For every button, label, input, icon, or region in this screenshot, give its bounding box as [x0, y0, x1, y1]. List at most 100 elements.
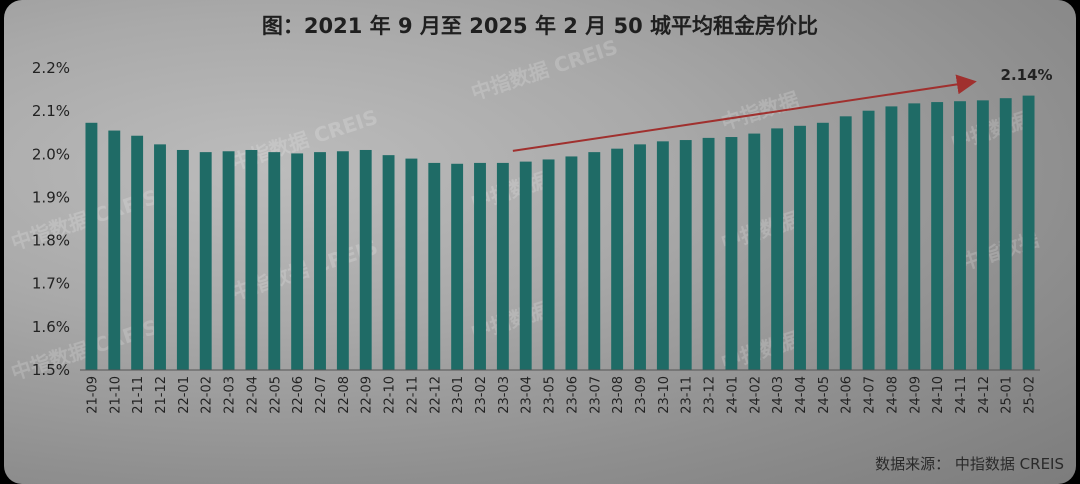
bar — [954, 101, 966, 370]
bar — [931, 102, 944, 370]
bar — [702, 137, 715, 370]
y-tick-label: 1.5% — [32, 361, 70, 379]
x-tick-label: 23-06 — [565, 376, 580, 414]
x-tick-label: 22-02 — [200, 376, 215, 414]
bar — [108, 130, 121, 370]
trend-arrow-layer — [512, 74, 977, 152]
x-tick-label: 22-12 — [428, 376, 443, 414]
x-tick-label: 24-12 — [977, 376, 992, 414]
x-tick-label: 23-08 — [611, 376, 626, 414]
x-tick-label: 22-07 — [314, 376, 329, 414]
y-tick-label: 2.1% — [32, 102, 70, 120]
x-tick-label: 21-10 — [108, 376, 123, 414]
bar — [519, 161, 532, 370]
x-tick-label: 22-10 — [383, 376, 398, 414]
x-tick-label: 24-04 — [794, 376, 809, 414]
x-tick-label: 24-10 — [931, 376, 946, 414]
bar — [268, 152, 281, 370]
x-tick-label: 23-11 — [680, 376, 695, 414]
bar — [176, 149, 189, 370]
bar — [154, 144, 166, 370]
x-tick-label: 24-06 — [840, 376, 855, 414]
bar — [496, 162, 509, 370]
bar — [222, 151, 235, 370]
x-tick-label: 24-07 — [863, 376, 878, 414]
x-tick-label: 23-09 — [634, 376, 649, 414]
bar — [359, 149, 372, 370]
x-tick-label: 23-03 — [497, 376, 512, 414]
x-tick-label: 22-05 — [268, 376, 283, 414]
bar — [131, 135, 144, 370]
x-tick-label: 25-01 — [1000, 376, 1015, 414]
bar — [382, 155, 395, 370]
x-tick-label: 22-11 — [405, 376, 420, 414]
bar — [588, 152, 601, 370]
watermark-text: 中指数据 CREIS — [468, 35, 621, 105]
bar — [85, 122, 98, 370]
trend-arrow — [512, 74, 977, 152]
x-tick-label: 22-01 — [177, 376, 192, 414]
y-tick-label: 2.0% — [32, 145, 70, 163]
y-tick-label: 1.8% — [32, 232, 70, 250]
source-note: 数据来源： 中指数据 CREIS — [875, 455, 1064, 473]
x-tick-label: 24-08 — [885, 376, 900, 414]
bar — [999, 98, 1012, 370]
x-tick-label: 21-12 — [154, 376, 169, 414]
bar — [336, 151, 349, 370]
x-tick-label: 21-11 — [131, 376, 146, 414]
x-tick-label: 24-09 — [908, 376, 923, 414]
bars-layer — [85, 95, 1035, 371]
y-tick-label: 2.2% — [32, 59, 70, 77]
bar — [542, 159, 555, 370]
bar — [634, 144, 646, 370]
bar — [611, 148, 624, 370]
bar — [679, 140, 692, 370]
x-tick-label: 23-02 — [474, 376, 489, 414]
x-tick-label: 22-08 — [337, 376, 352, 414]
x-tick-label: 24-01 — [725, 376, 740, 414]
x-axis: 21-09 21-10 21-11 21-12 22-01 22-02 22-03 22-04… — [80, 369, 1040, 414]
bar — [725, 137, 738, 370]
y-tick-label: 1.6% — [32, 318, 70, 336]
x-tick-label: 24-03 — [771, 376, 786, 414]
bar — [816, 122, 829, 370]
x-tick-label: 22-09 — [360, 376, 375, 414]
x-tick-label: 23-04 — [520, 376, 535, 414]
bar — [748, 133, 761, 370]
bar — [291, 153, 304, 370]
bar — [794, 125, 806, 370]
y-axis: 1.5% 1.6% 1.7% 1.8% 1.9% 2.0% 2.1% 2.2% — [32, 59, 70, 379]
x-tick-label: 22-06 — [291, 376, 306, 414]
bar — [565, 156, 578, 370]
bar — [314, 152, 326, 370]
chart-frame: 中指数据 CREIS 中指数据 中指数据 CREIS 中指数据 中指数据 CREIS 中指… — [4, 0, 1076, 484]
bar — [976, 100, 989, 370]
bar — [771, 128, 784, 370]
bar — [474, 162, 486, 370]
x-tick-label: 23-05 — [543, 376, 558, 414]
bar — [245, 149, 258, 370]
y-tick-label: 1.7% — [32, 275, 70, 293]
x-tick-label: 22-03 — [223, 376, 238, 414]
bar — [908, 103, 921, 371]
bar — [451, 163, 464, 370]
x-tick-label: 24-02 — [748, 376, 763, 414]
bar — [656, 141, 669, 370]
y-tick-label: 1.9% — [32, 188, 70, 206]
bar — [405, 158, 418, 370]
x-tick-label: 25-02 — [1023, 376, 1038, 414]
chart-title: 图：2021 年 9 月至 2025 年 2 月 50 城平均租金房价比 — [261, 14, 819, 38]
watermark-text: 中指数据 — [718, 87, 802, 135]
bar — [885, 106, 898, 370]
last-value-label: 2.14% — [1001, 66, 1053, 84]
x-tick-label: 24-05 — [817, 376, 832, 414]
x-tick-label: 21-09 — [85, 376, 100, 414]
x-tick-label: 24-11 — [954, 376, 969, 414]
bar — [199, 152, 212, 370]
bar — [839, 116, 852, 370]
x-tick-label: 23-07 — [588, 376, 603, 414]
x-tick-label: 23-10 — [657, 376, 672, 414]
bar — [1022, 95, 1035, 371]
bar — [428, 162, 441, 370]
